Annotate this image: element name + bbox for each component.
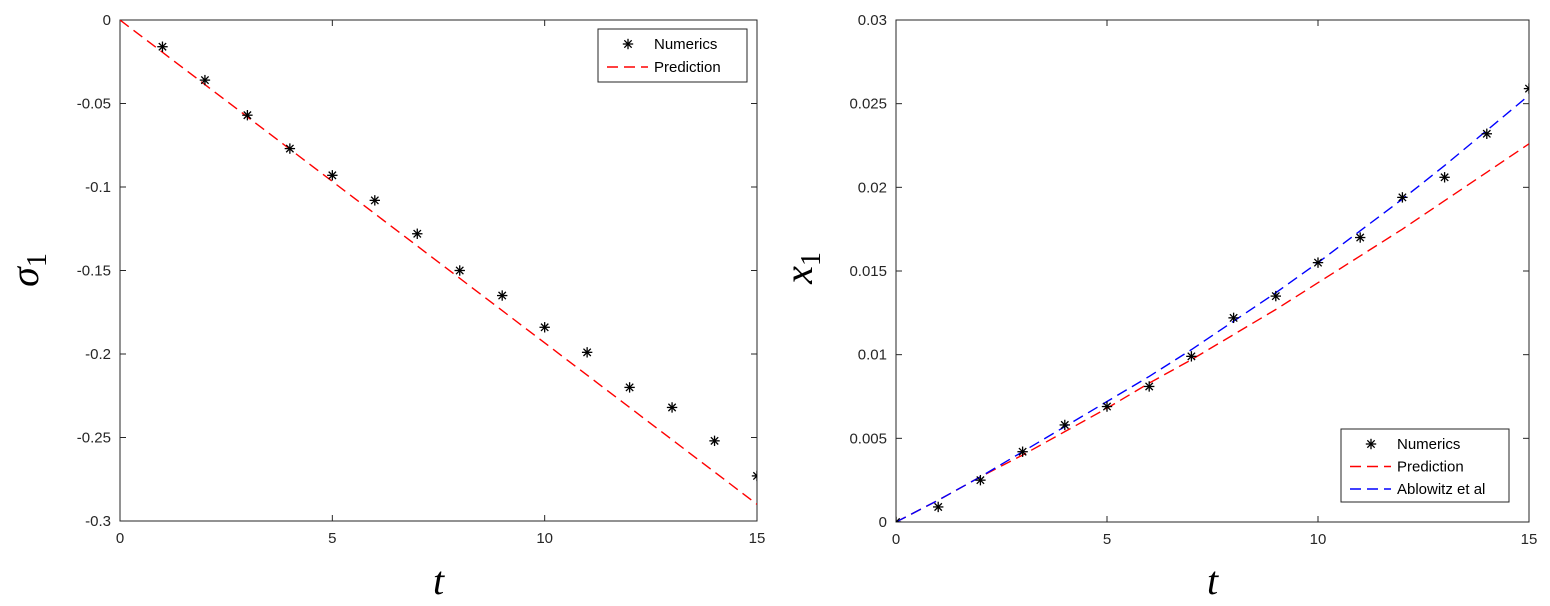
data-point: [327, 170, 338, 181]
legend-label: Prediction: [1397, 459, 1464, 476]
panel-x1: 0 5 10 15 0 0.005 0.01 0.015 0.02 0.025 0.03 t x1 Num…: [776, 12, 1537, 603]
legend-item: Prediction: [607, 59, 721, 76]
y-tick-label: -0.15: [77, 263, 111, 280]
data-point: [975, 474, 986, 486]
series-line-ablowitz-et-al: [896, 94, 1529, 522]
legend-marker: [622, 38, 634, 50]
y-axis-label: σ1: [2, 253, 53, 287]
data-point: [199, 74, 211, 86]
data-point: [624, 382, 635, 393]
data-point: [1059, 419, 1070, 431]
data-point: [1439, 172, 1450, 183]
data-point: [1017, 446, 1028, 457]
data-point: [1397, 192, 1408, 203]
panel-sigma1: 0 5 10 15 0 -0.05 -0.1 -0.15 -0.2 -0.25 -0.3 t σ1 Num…: [2, 12, 765, 603]
plot-area: [120, 20, 757, 505]
y-axis-label: x1: [776, 252, 827, 285]
data-point: [1101, 401, 1113, 412]
x-tick-label: 15: [1521, 531, 1538, 548]
data-point: [539, 322, 550, 333]
data-point: [1523, 83, 1529, 94]
y-tick-label: -0.1: [85, 179, 111, 196]
y-tick-label: 0.03: [858, 12, 887, 29]
legend-item: Ablowitz et al: [1350, 481, 1485, 498]
y-tick-label: -0.25: [77, 430, 111, 447]
data-point: [454, 265, 465, 276]
data-point: [1228, 312, 1239, 324]
legend-marker: [1365, 438, 1377, 450]
data-point: [242, 109, 253, 121]
x-tick-label: 5: [1103, 531, 1111, 548]
data-point: [581, 347, 593, 358]
legend: Numerics Prediction Ablowitz et al: [1340, 428, 1510, 503]
data-point: [709, 435, 720, 447]
y-tick-label: 0.015: [849, 263, 887, 280]
x-tick-label: 0: [892, 531, 900, 548]
data-point: [751, 470, 757, 482]
data-point: [933, 501, 944, 513]
data-point: [284, 143, 296, 154]
x-tick-label: 10: [536, 530, 553, 547]
legend-label: Numerics: [654, 36, 717, 53]
legend-label: Ablowitz et al: [1397, 481, 1485, 498]
y-tick-label: 0.005: [849, 430, 887, 447]
axes-box: [119, 19, 758, 522]
data-point: [1144, 381, 1155, 392]
legend-item: Prediction: [1350, 459, 1464, 476]
data-point: [1186, 351, 1197, 362]
data-point: [157, 41, 168, 52]
y-tick-label: 0: [103, 12, 111, 29]
y-tick-label: -0.2: [85, 346, 111, 363]
data-point: [412, 228, 423, 239]
data-point: [497, 290, 508, 301]
legend-item: Numerics: [1365, 436, 1460, 453]
data-point: [1312, 257, 1324, 268]
legend-box: [597, 28, 748, 83]
y-tick-label: -0.05: [77, 96, 111, 113]
data-point: [1355, 232, 1366, 243]
y-tick-label: 0.01: [858, 347, 887, 364]
y-tick-label: 0.025: [849, 96, 887, 113]
x-tick-label: 0: [116, 530, 124, 547]
data-point: [896, 516, 902, 522]
legend-label: Prediction: [654, 59, 721, 76]
data-point: [1481, 128, 1492, 139]
series-line-prediction: [120, 20, 757, 505]
x-tick-label: 5: [328, 530, 336, 547]
y-tick-label: 0: [879, 514, 887, 531]
svg-text:σ1: σ1: [2, 253, 53, 287]
legend: Numerics Prediction: [597, 28, 748, 83]
legend-label: Numerics: [1397, 436, 1460, 453]
plot-area: [896, 83, 1529, 522]
x-tick-label: 10: [1310, 531, 1327, 548]
x-axis-label: t: [1207, 558, 1219, 603]
y-tick-label: -0.3: [85, 513, 111, 530]
data-point: [1270, 290, 1281, 302]
x-tick-label: 15: [749, 530, 766, 547]
y-tick-label: 0.02: [858, 179, 887, 196]
series-line-prediction: [896, 143, 1529, 522]
svg-text:x1: x1: [776, 252, 827, 285]
data-point: [666, 402, 678, 413]
legend-item: Numerics: [622, 36, 717, 53]
data-point: [369, 195, 380, 206]
x-axis-label: t: [433, 558, 445, 603]
